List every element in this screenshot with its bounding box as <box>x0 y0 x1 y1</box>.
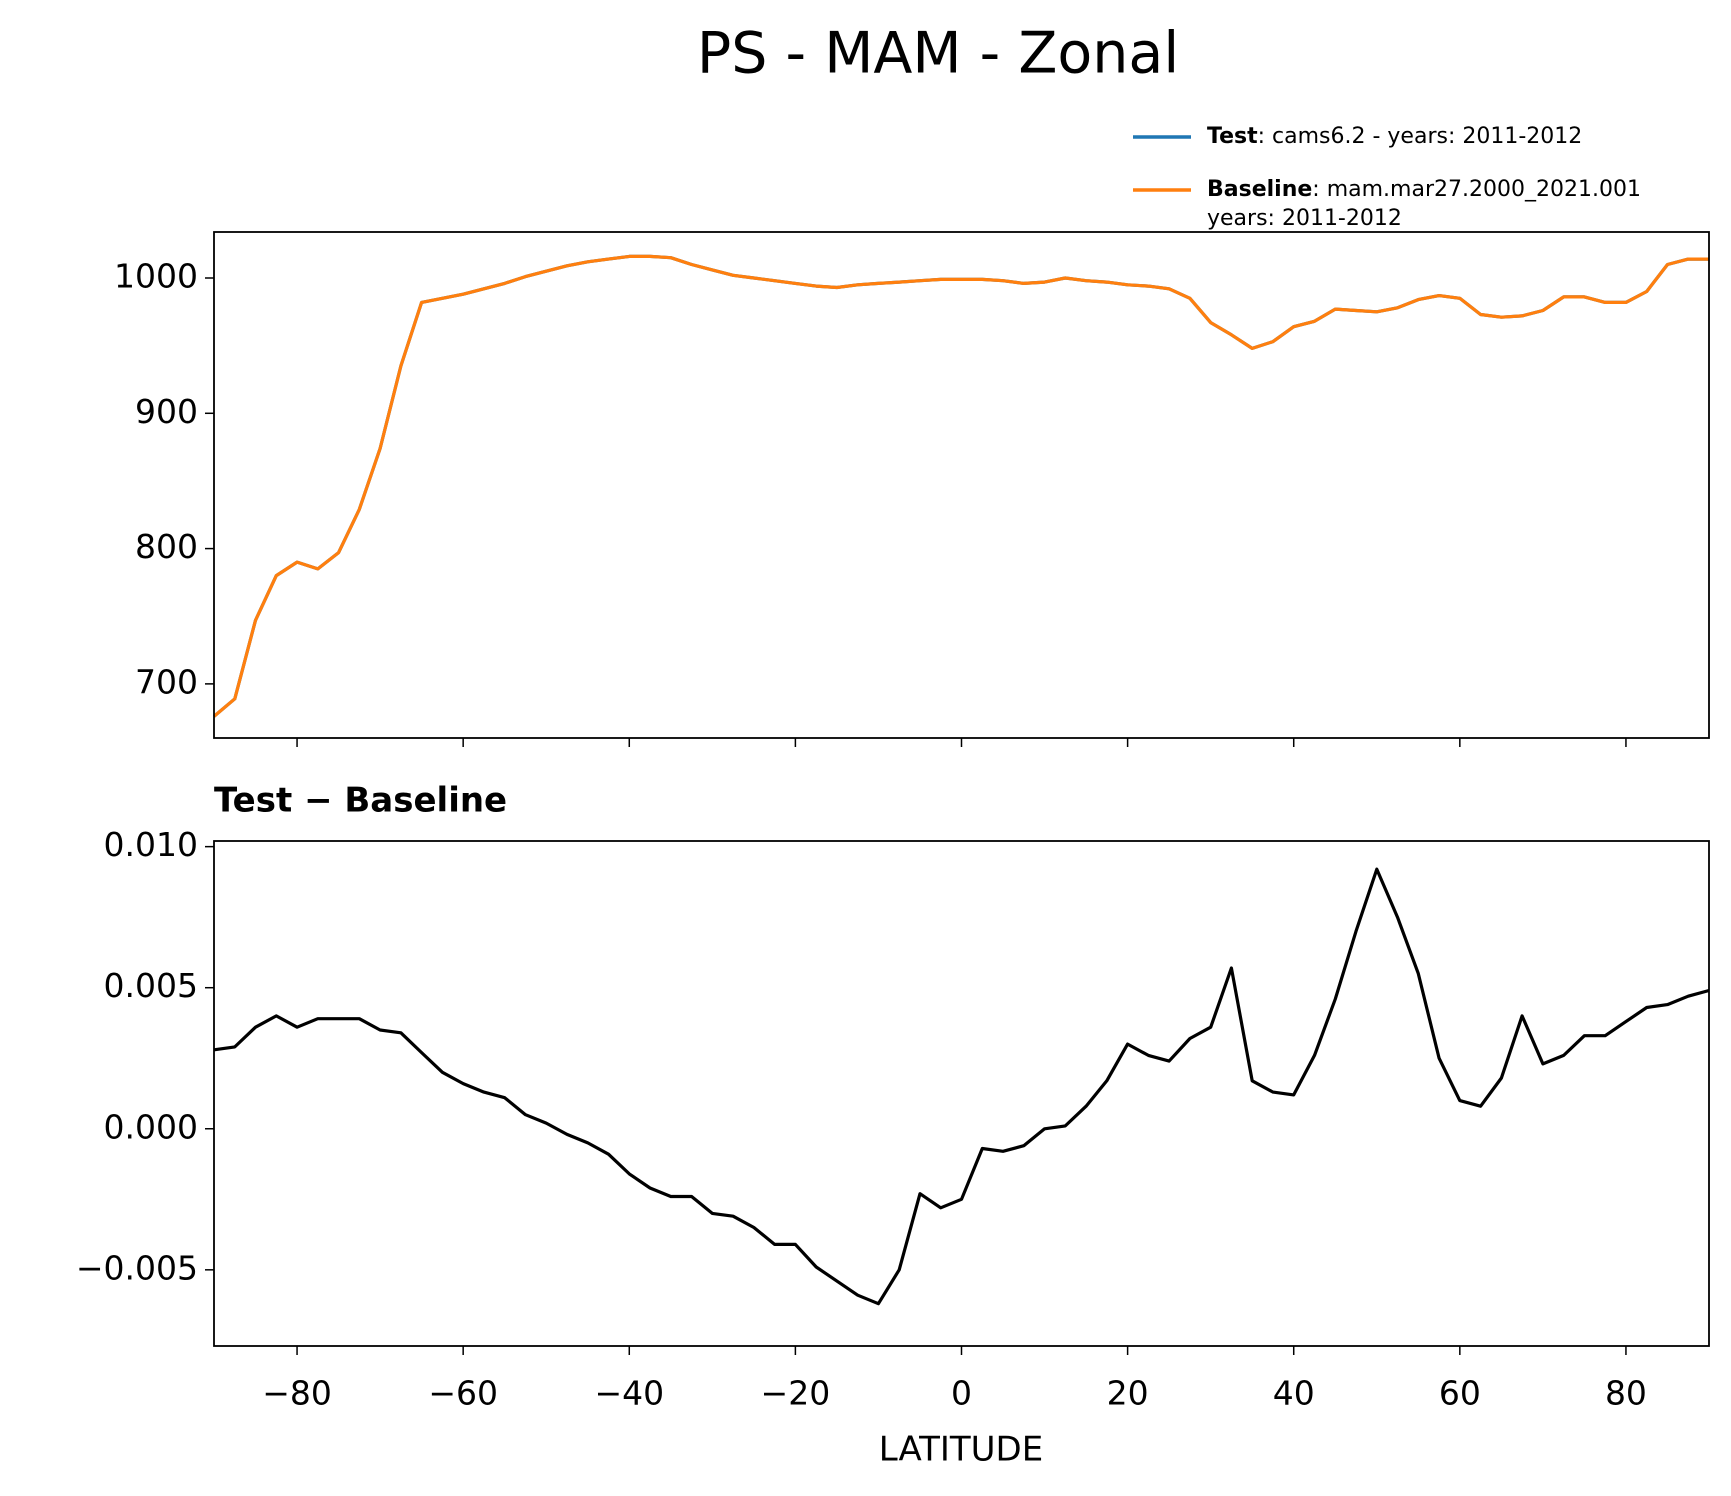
x-tick-label: 60 <box>1439 1374 1481 1413</box>
y-tick-label: 700 <box>135 662 198 701</box>
legend-text: Baseline: mam.mar27.2000_2021.001 <box>1207 177 1641 202</box>
legend-label: : cams6.2 - years: 2011-2012 <box>1258 124 1583 149</box>
data-line <box>212 254 1709 718</box>
plot-frame <box>213 840 1710 1347</box>
data-line <box>212 254 1709 718</box>
plot-frame <box>213 231 1710 739</box>
figure-title: PS - MAM - Zonal <box>697 21 1179 87</box>
legend-label: : mam.mar27.2000_2021.001 <box>1312 177 1641 202</box>
x-axis-label: LATITUDE <box>879 1430 1043 1470</box>
x-tick-label: 0 <box>951 1374 972 1413</box>
x-tick-label: −20 <box>761 1374 831 1413</box>
y-tick-label: 1000 <box>114 257 198 296</box>
legend-name: Baseline <box>1207 177 1312 202</box>
legend-name: Test <box>1207 124 1258 149</box>
legend-text: Test: cams6.2 - years: 2011-2012 <box>1207 124 1582 149</box>
x-tick-label: 80 <box>1605 1374 1647 1413</box>
x-tick-label: 40 <box>1273 1374 1315 1413</box>
legend-text: years: 2011-2012 <box>1207 206 1402 231</box>
y-tick-label: 900 <box>135 392 198 431</box>
y-tick-label: 0.005 <box>104 966 198 1005</box>
x-tick-label: −40 <box>594 1374 664 1413</box>
x-tick-label: −80 <box>262 1374 332 1413</box>
y-tick-label: 0.000 <box>104 1107 198 1146</box>
y-tick-label: 0.010 <box>104 825 198 864</box>
y-tick-label: 800 <box>135 527 198 566</box>
data-line <box>213 867 1710 1306</box>
x-tick-label: 20 <box>1107 1374 1149 1413</box>
diff-title: Test − Baseline <box>214 781 507 821</box>
y-tick-label: −0.005 <box>76 1248 198 1287</box>
x-tick-label: −60 <box>428 1374 498 1413</box>
legend-label: years: 2011-2012 <box>1207 206 1402 231</box>
